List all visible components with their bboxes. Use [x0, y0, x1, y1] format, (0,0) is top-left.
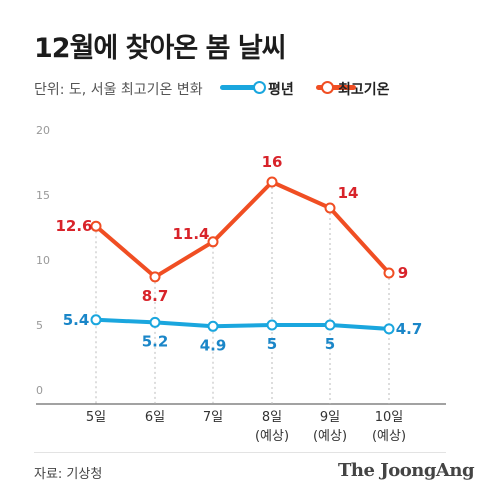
data-label: 11.4 [172, 225, 209, 243]
data-label: 5 [267, 335, 277, 353]
data-point [324, 202, 336, 214]
legend-max-dot [321, 81, 334, 94]
brand-logo: The JoongAng [338, 460, 475, 481]
data-point [149, 271, 161, 283]
y-tick-label: 5 [36, 319, 43, 332]
data-point [383, 323, 395, 335]
chart-plot: 0 5 10 15 20 5일 6일 7일 8일 (예상) 9일 (예상) 10일 (예상) 5.4 5.2 4… [36, 124, 446, 444]
data-point [207, 320, 219, 332]
data-label: 12.6 [55, 217, 92, 235]
unit-label: 단위: 도, 서울 최고기온 변화 [34, 82, 203, 98]
series-line [94, 180, 391, 279]
series-line [94, 317, 391, 331]
data-point [207, 236, 219, 248]
data-point [90, 314, 102, 326]
legend-normal-swatch [220, 85, 260, 90]
x-tick-label: 6일 [145, 410, 165, 425]
data-label: 4.9 [200, 336, 227, 354]
x-tick-label: (예상) [313, 429, 347, 444]
data-point [266, 176, 278, 188]
legend-normal-label: 평년 [268, 82, 294, 98]
x-tick-label: 9일 [320, 410, 340, 425]
x-tick-label: 5일 [86, 410, 106, 425]
data-label: 5 [325, 335, 335, 353]
data-label: 5.2 [142, 332, 169, 350]
data-point [266, 319, 278, 331]
x-tick-label: 7일 [203, 410, 223, 425]
y-tick-label: 0 [36, 384, 43, 397]
legend-normal-dot [253, 81, 266, 94]
x-tick-label: 10일 [375, 410, 404, 425]
x-tick-label: 8일 [262, 410, 282, 425]
data-point [149, 316, 161, 328]
source-note: 자료: 기상청 [34, 467, 103, 482]
legend-max-label: 최고기온 [338, 82, 390, 98]
data-point [383, 267, 395, 279]
legend-max-swatch [316, 85, 356, 90]
data-point [324, 319, 336, 331]
data-label: 8.7 [142, 287, 169, 305]
data-label: 9 [398, 264, 408, 282]
data-label: 5.4 [63, 311, 90, 329]
footer-divider [34, 452, 446, 453]
data-label: 14 [338, 184, 359, 202]
y-tick-label: 15 [36, 189, 50, 202]
chart-title: 12월에 찾아온 봄 날씨 [34, 33, 286, 64]
y-tick-label: 20 [36, 124, 50, 137]
data-label: 4.7 [396, 320, 423, 338]
y-tick-label: 10 [36, 254, 50, 267]
data-point [90, 220, 102, 232]
data-label: 16 [262, 153, 283, 171]
x-tick-label: (예상) [255, 429, 289, 444]
x-tick-label: (예상) [372, 429, 406, 444]
